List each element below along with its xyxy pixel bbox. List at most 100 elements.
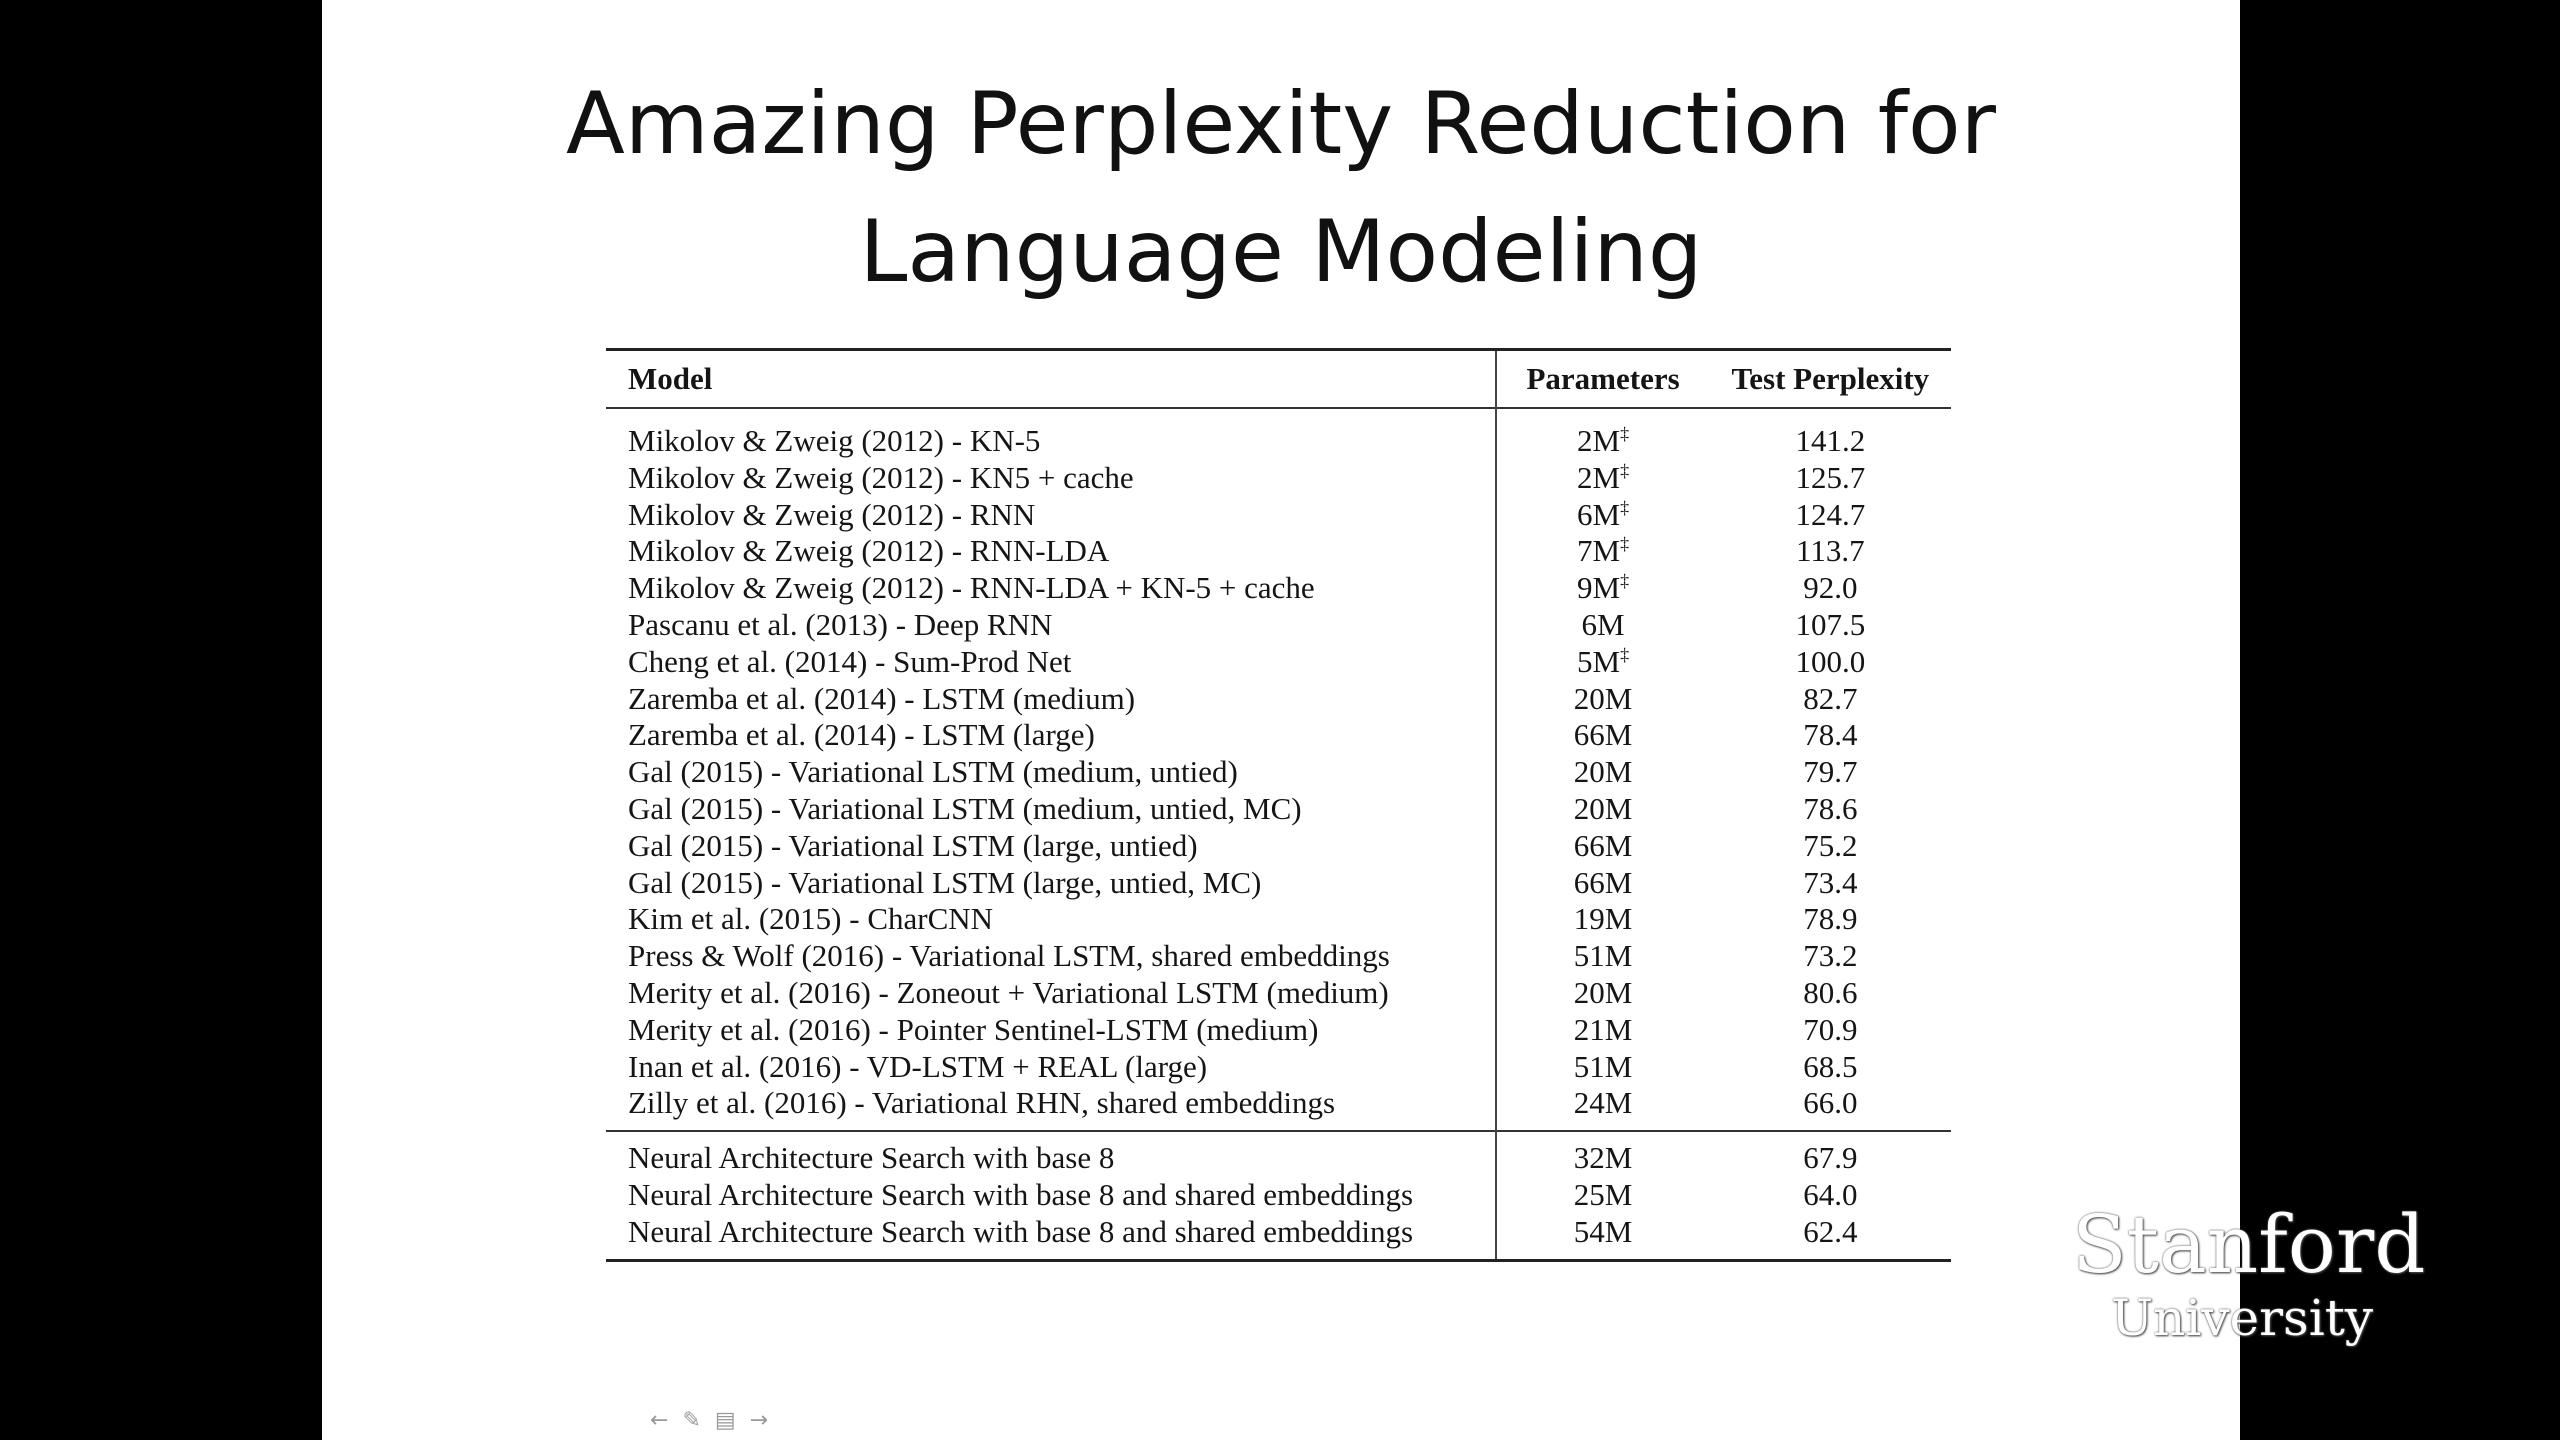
cell-model: Mikolov & Zweig (2012) - RNN-LDA (606, 533, 1497, 571)
parameters-value: 7M (1577, 533, 1621, 569)
cell-parameters: 24M (1496, 1085, 1700, 1131)
header-test-perplexity: Test Perplexity (1731, 361, 1930, 396)
slide-title-line1: Amazing Perplexity Reduction for (566, 74, 1996, 174)
cell-test-perplexity: 73.2 (1803, 938, 1858, 974)
table-row: Press & Wolf (2016) - Variational LSTM, … (606, 938, 1951, 975)
table-body-baselines: Mikolov & Zweig (2012) - KN-5 2M‡ 141.2 Mik… (606, 408, 1951, 1132)
cell-parameters: 9M‡ (1496, 570, 1700, 607)
cell-model: Gal (2015) - Variational LSTM (medium, u… (606, 790, 1497, 828)
cell-model: Zaremba et al. (2014) - LSTM (medium) (606, 680, 1497, 718)
parameters-value: 2M (1577, 423, 1621, 458)
cell-model: Gal (2015) - Variational LSTM (large, un… (606, 827, 1497, 865)
parameters-value: 9M (1577, 570, 1621, 606)
table-row: Mikolov & Zweig (2012) - RNN-LDA + KN-5 … (606, 570, 1951, 607)
cell-model: Cheng et al. (2014) - Sum-Prod Net (606, 643, 1497, 681)
cell-test-perplexity: 82.7 (1803, 680, 1858, 716)
cell-test-perplexity: 68.5 (1803, 1048, 1858, 1084)
table-row: Mikolov & Zweig (2012) - RNN-LDA 7M‡ 113.7 (606, 533, 1951, 571)
cell-test-perplexity: 78.4 (1803, 717, 1858, 753)
table-row: Neural Architecture Search with base 8 32… (606, 1131, 1951, 1177)
cell-parameters: 6M‡ (1496, 497, 1700, 534)
cell-parameters: 66M (1496, 865, 1700, 902)
cell-model: Kim et al. (2015) - CharCNN (606, 901, 1497, 939)
results-table-container: Model Parameters Test Perplexity Mikolov… (606, 348, 1951, 1262)
table-row: Merity et al. (2016) - Pointer Sentinel-… (606, 1011, 1951, 1049)
cell-test-perplexity: 64.0 (1803, 1176, 1858, 1212)
previous-slide-icon[interactable]: ← (650, 1408, 669, 1433)
cell-test-perplexity: 75.2 (1803, 827, 1858, 863)
cell-test-perplexity: 125.7 (1795, 459, 1866, 495)
stanford-logo: Stanford University (2072, 1198, 2426, 1347)
cell-test-perplexity: 124.7 (1795, 496, 1866, 532)
cell-test-perplexity: 79.7 (1803, 754, 1858, 790)
cell-test-perplexity: 107.5 (1795, 606, 1866, 642)
cell-parameters: 32M (1496, 1131, 1700, 1177)
parameters-value: 25M (1573, 1176, 1633, 1212)
slide-navigation: ← ✎ ▤ → (650, 1408, 768, 1433)
cell-test-perplexity: 100.0 (1795, 643, 1866, 679)
cell-parameters: 20M (1496, 754, 1700, 791)
cell-parameters: 19M (1496, 901, 1700, 938)
slide-title: Amazing Perplexity Reduction for Languag… (322, 60, 2240, 316)
cell-test-perplexity: 66.0 (1803, 1085, 1858, 1121)
cell-parameters: 6M (1496, 607, 1700, 644)
results-table: Model Parameters Test Perplexity Mikolov… (606, 348, 1951, 1262)
footnote-mark: ‡ (1620, 534, 1630, 555)
parameters-value: 20M (1573, 680, 1633, 716)
cell-test-perplexity: 70.9 (1803, 1011, 1858, 1047)
cell-parameters: 21M (1496, 1012, 1700, 1049)
cell-parameters: 2M‡ (1496, 408, 1700, 460)
header-parameters: Parameters (1526, 361, 1680, 396)
table-row: Pascanu et al. (2013) - Deep RNN 6M 107.5 (606, 606, 1951, 644)
cell-model: Gal (2015) - Variational LSTM (large, un… (606, 864, 1497, 902)
menu-icon[interactable]: ▤ (714, 1408, 736, 1433)
cell-model: Merity et al. (2016) - Zoneout + Variati… (606, 974, 1497, 1012)
cell-test-perplexity: 73.4 (1803, 864, 1858, 900)
cell-model: Mikolov & Zweig (2012) - KN-5 (606, 408, 1497, 460)
pen-icon[interactable]: ✎ (682, 1408, 701, 1433)
cell-parameters: 51M (1496, 1049, 1700, 1086)
parameters-value: 24M (1573, 1085, 1633, 1121)
cell-model: Gal (2015) - Variational LSTM (medium, u… (606, 754, 1497, 791)
parameters-value: 20M (1573, 754, 1633, 790)
table-row: Gal (2015) - Variational LSTM (medium, u… (606, 790, 1951, 828)
table-row: Neural Architecture Search with base 8 a… (606, 1176, 1951, 1214)
table-row: Kim et al. (2015) - CharCNN 19M 78.9 (606, 901, 1951, 939)
parameters-value: 32M (1573, 1140, 1633, 1176)
cell-parameters: 20M (1496, 975, 1700, 1012)
cell-parameters: 7M‡ (1496, 533, 1700, 570)
logo-line1: Stanford (2072, 1198, 2426, 1291)
cell-test-perplexity: 92.0 (1803, 570, 1858, 606)
table-row: Mikolov & Zweig (2012) - KN-5 2M‡ 141.2 (606, 408, 1951, 460)
parameters-value: 6M (1581, 606, 1625, 642)
cell-parameters: 54M (1496, 1214, 1700, 1260)
table-row: Inan et al. (2016) - VD-LSTM + REAL (lar… (606, 1048, 1951, 1086)
cell-parameters: 51M (1496, 938, 1700, 975)
cell-parameters: 2M‡ (1496, 460, 1700, 497)
next-slide-icon[interactable]: → (749, 1408, 769, 1433)
cell-parameters: 20M (1496, 681, 1700, 718)
parameters-value: 6M (1577, 496, 1621, 532)
table-header-row: Model Parameters Test Perplexity (606, 349, 1951, 408)
parameters-value: 51M (1573, 938, 1633, 974)
cell-test-perplexity: 113.7 (1796, 533, 1865, 569)
parameters-value: 54M (1573, 1213, 1633, 1249)
logo-line2: University (2110, 1289, 2374, 1347)
cell-parameters: 20M (1496, 791, 1700, 828)
cell-model: Zaremba et al. (2014) - LSTM (large) (606, 717, 1497, 755)
cell-test-perplexity: 62.4 (1803, 1213, 1858, 1249)
cell-test-perplexity: 141.2 (1795, 423, 1866, 458)
parameters-value: 20M (1573, 790, 1633, 826)
table-row: Gal (2015) - Variational LSTM (medium, u… (606, 754, 1951, 791)
cell-parameters: 5M‡ (1496, 644, 1700, 681)
table-row: Mikolov & Zweig (2012) - RNN 6M‡ 124.7 (606, 496, 1951, 534)
table-row: Gal (2015) - Variational LSTM (large, un… (606, 864, 1951, 902)
cell-test-perplexity: 78.6 (1803, 790, 1858, 826)
header-model: Model (606, 349, 1497, 408)
footnote-mark: ‡ (1620, 570, 1630, 591)
table-row: Mikolov & Zweig (2012) - KN5 + cache 2M‡ 1… (606, 459, 1951, 497)
cell-test-perplexity: 78.9 (1803, 901, 1858, 937)
table-row: Zilly et al. (2016) - Variational RHN, s… (606, 1085, 1951, 1132)
table-row: Zaremba et al. (2014) - LSTM (medium) 20M… (606, 680, 1951, 718)
parameters-value: 66M (1573, 717, 1633, 753)
